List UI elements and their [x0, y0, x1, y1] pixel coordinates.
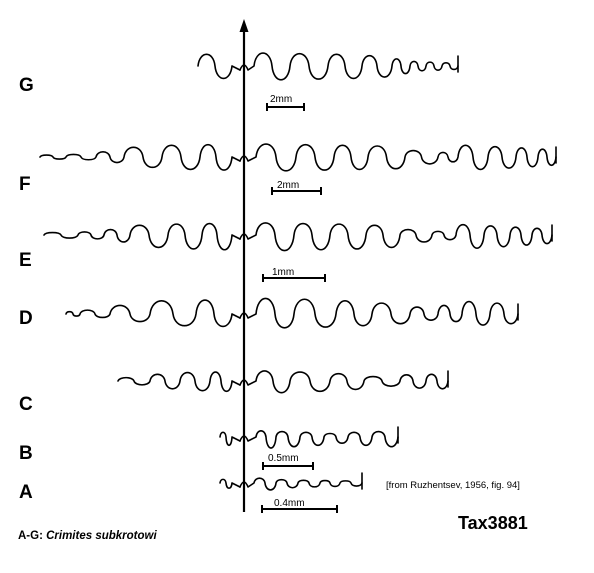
- suture-b-left: [219, 431, 241, 447]
- scale-label-a: 0.4mm: [274, 498, 305, 509]
- suture-g-left: [197, 53, 241, 80]
- scale-label-g: 2mm: [270, 94, 293, 105]
- suture-c-left: [117, 371, 241, 393]
- row-letter-f: F: [19, 174, 31, 195]
- suture-b-right: [239, 430, 399, 449]
- suture-a-right: [239, 477, 363, 491]
- scale-label-b: 0.5mm: [268, 453, 299, 464]
- scale-bar-b: [262, 462, 314, 470]
- suture-c-right: [239, 370, 449, 394]
- scale-bar-e: [262, 274, 326, 282]
- row-letter-c: C: [19, 394, 33, 415]
- scale-label-f: 2mm: [277, 180, 300, 191]
- suture-f-right: [239, 143, 557, 172]
- suture-d-right: [239, 297, 519, 329]
- suture-a-left: [219, 478, 241, 489]
- midline-arrowhead: [239, 19, 249, 32]
- figure-caption: A-G: Crimites subkrotowi: [18, 530, 157, 542]
- row-letter-b: B: [19, 443, 33, 464]
- suture-g-right: [239, 52, 459, 81]
- scale-bar-a: [261, 505, 338, 513]
- suture-d-left: [65, 299, 241, 328]
- suture-e-right: [239, 222, 553, 252]
- caption-prefix: A-G:: [18, 530, 47, 542]
- taxon-id: Tax3881: [458, 513, 528, 533]
- caption-taxon: Crimites subkrotowi: [46, 530, 157, 542]
- suture-f-left: [39, 143, 241, 171]
- row-letter-d: D: [19, 308, 33, 329]
- row-letter-e: E: [19, 250, 32, 271]
- row-letter-g: G: [19, 75, 34, 96]
- scale-label-e: 1mm: [272, 267, 295, 278]
- row-letter-a: A: [19, 482, 33, 503]
- suture-e-left: [43, 222, 241, 251]
- scale-bar-f: [271, 187, 322, 195]
- scale-bar-g: [266, 103, 305, 111]
- source-note: [from Ruzhentsev, 1956, fig. 94]: [386, 480, 520, 491]
